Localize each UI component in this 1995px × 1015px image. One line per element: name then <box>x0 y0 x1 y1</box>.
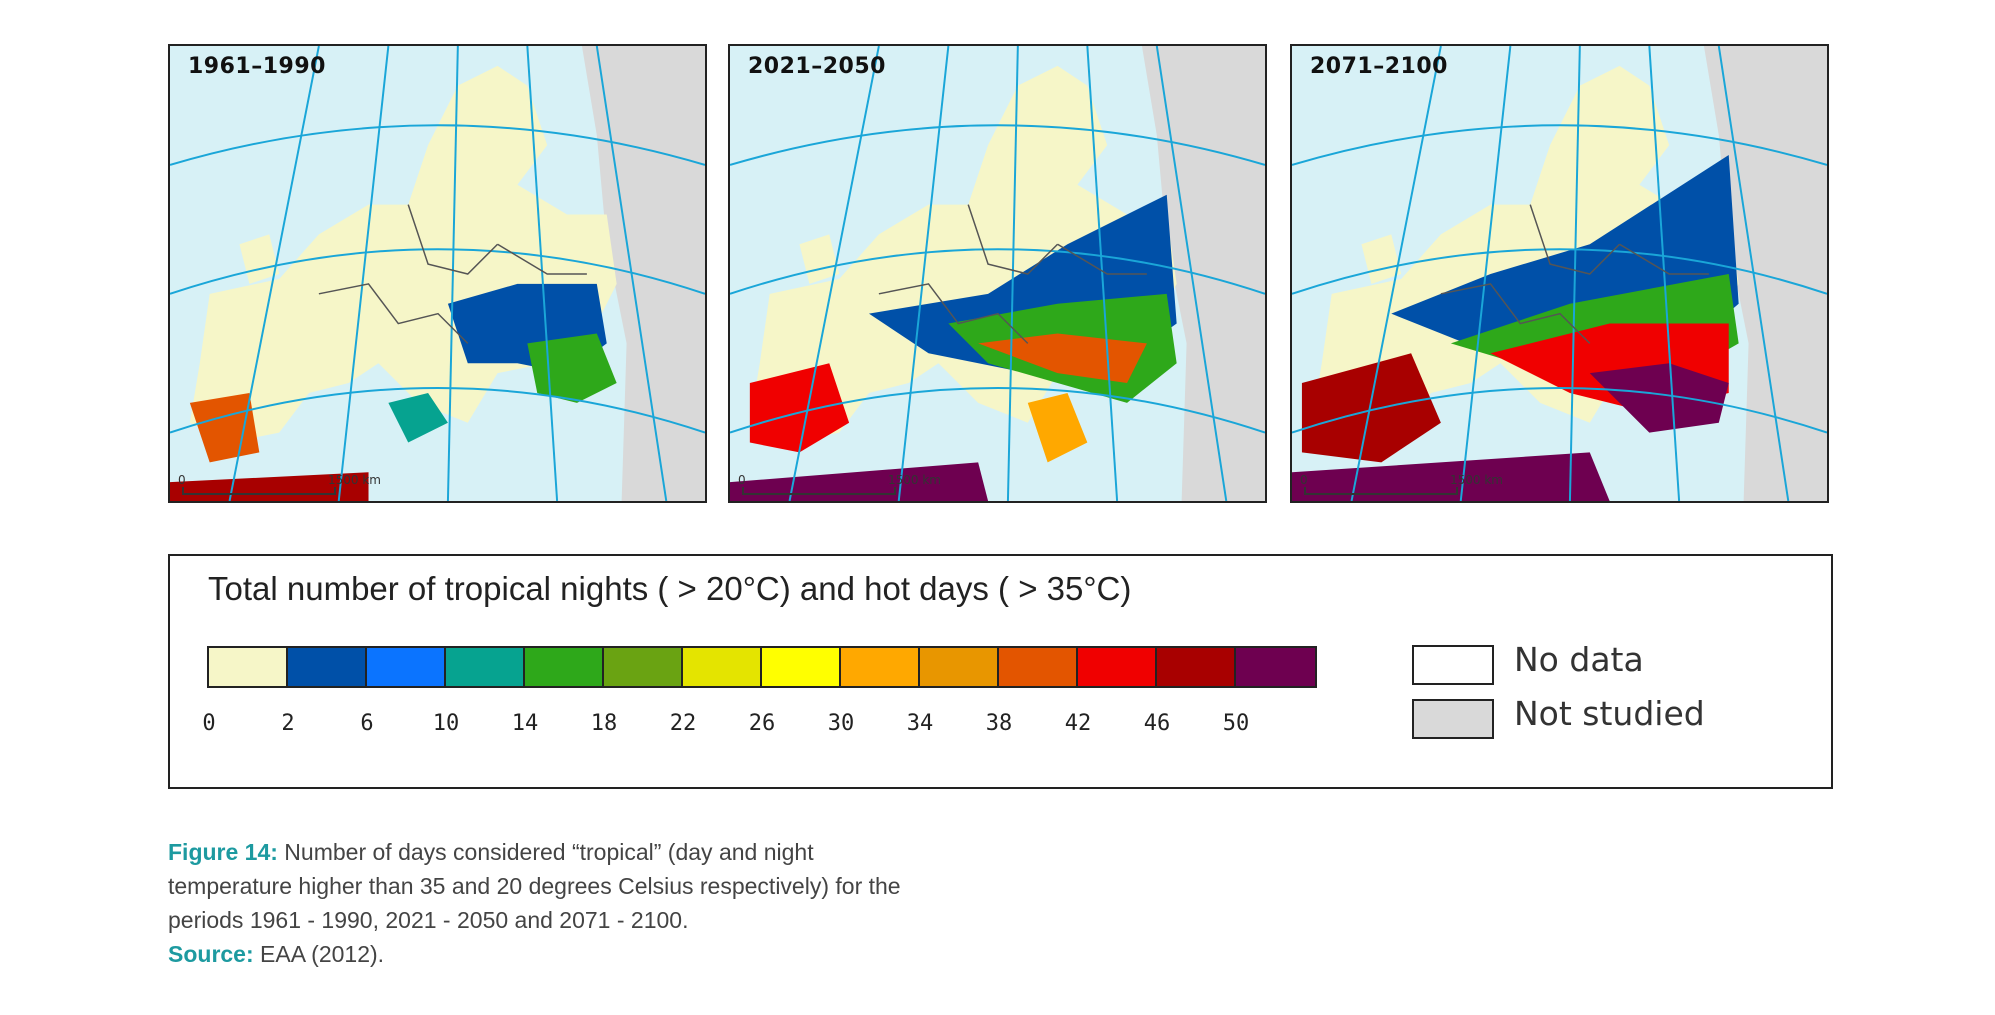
scale-end-label: 1500 km <box>328 473 381 487</box>
legend-swatch-11 <box>1078 648 1157 686</box>
not-studied-label: Not studied <box>1514 694 1705 733</box>
source-text: EAA (2012). <box>253 941 385 967</box>
no-data-label: No data <box>1514 640 1644 679</box>
map-panel-2021-2050: 2021–2050 0 1500 km <box>728 44 1267 503</box>
map-legend: Total number of tropical nights ( > 20°C… <box>168 554 1833 789</box>
legend-tick-38: 38 <box>985 711 1013 736</box>
legend-tick-34: 34 <box>906 711 934 736</box>
legend-tick-50: 50 <box>1222 711 1250 736</box>
legend-title: Total number of tropical nights ( > 20°C… <box>208 570 1132 607</box>
legend-swatch-12 <box>1157 648 1236 686</box>
legend-tick-2: 2 <box>281 711 295 736</box>
map-panel-1961-1990: 1961–1990 0 1500 km <box>168 44 707 503</box>
scale-end-label: 1500 km <box>1450 473 1503 487</box>
legend-swatch-4 <box>525 648 604 686</box>
legend-tick-10: 10 <box>432 711 460 736</box>
map-europe-2071-2100 <box>1292 46 1827 501</box>
legend-tick-18: 18 <box>590 711 618 736</box>
map-europe-1961-1990 <box>170 46 705 501</box>
legend-tick-6: 6 <box>360 711 374 736</box>
legend-swatch-9 <box>920 648 999 686</box>
legend-tick-26: 26 <box>748 711 776 736</box>
scale-start-label: 0 <box>1300 473 1308 487</box>
panel-period-title: 2071–2100 <box>1310 54 1448 79</box>
legend-swatch-10 <box>999 648 1078 686</box>
figure-text: Number of days considered “tropical” (da… <box>168 839 901 933</box>
source-label: Source: <box>168 941 254 967</box>
legend-swatch-3 <box>446 648 525 686</box>
legend-swatch-6 <box>683 648 762 686</box>
legend-color-scale <box>207 646 1317 688</box>
legend-swatch-13 <box>1236 648 1315 686</box>
map-europe-2021-2050 <box>730 46 1265 501</box>
legend-swatch-7 <box>762 648 841 686</box>
panel-period-title: 2021–2050 <box>748 54 886 79</box>
scale-start-label: 0 <box>178 473 186 487</box>
legend-tick-14: 14 <box>511 711 539 736</box>
figure-caption: Figure 14: Number of days considered “tr… <box>168 835 928 971</box>
scale-start-label: 0 <box>738 473 746 487</box>
panel-period-title: 1961–1990 <box>188 54 326 79</box>
legend-swatch-0 <box>209 648 288 686</box>
legend-swatch-1 <box>288 648 367 686</box>
scale-end-label: 1500 km <box>888 473 941 487</box>
not-studied-swatch <box>1412 699 1494 739</box>
figure-label: Figure 14: <box>168 839 278 865</box>
legend-tick-0: 0 <box>202 711 216 736</box>
legend-tick-42: 42 <box>1064 711 1092 736</box>
no-data-swatch <box>1412 645 1494 685</box>
legend-swatch-8 <box>841 648 920 686</box>
map-panel-2071-2100: 2071–2100 0 1500 km <box>1290 44 1829 503</box>
legend-swatch-2 <box>367 648 446 686</box>
legend-tick-46: 46 <box>1143 711 1171 736</box>
legend-tick-22: 22 <box>669 711 697 736</box>
legend-swatch-5 <box>604 648 683 686</box>
legend-tick-30: 30 <box>827 711 855 736</box>
